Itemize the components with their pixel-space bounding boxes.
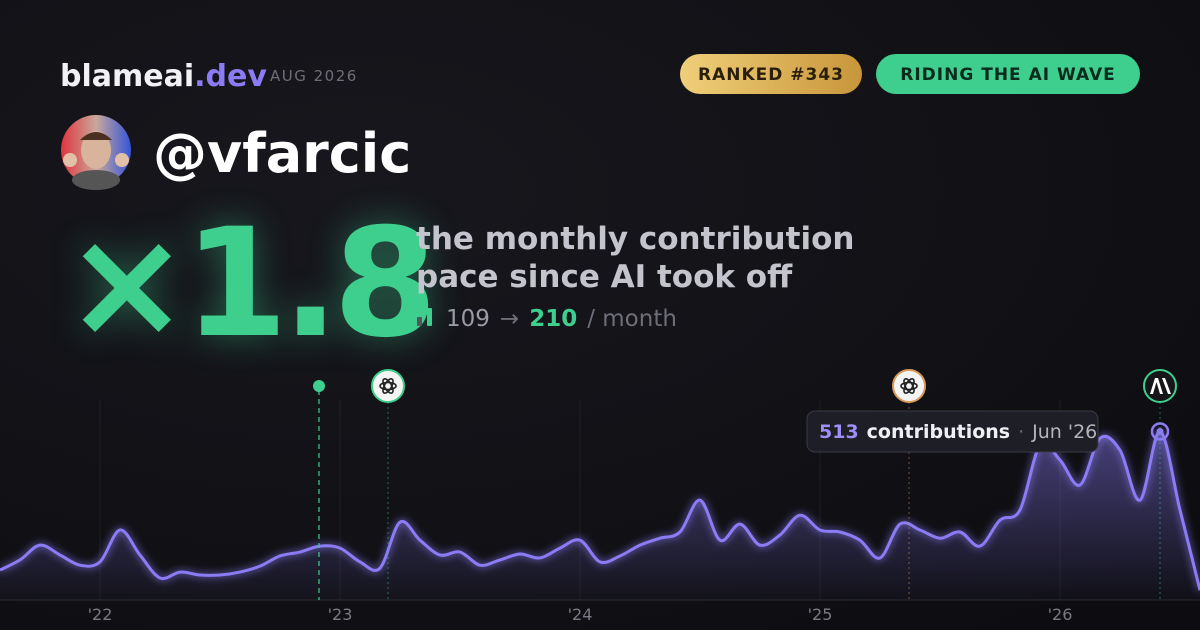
handle: @vfarcic	[153, 122, 411, 185]
x-tick-label: '26	[1048, 605, 1073, 624]
chart: '22 '23 '24 '25 '26	[0, 400, 1200, 624]
tooltip-box	[806, 410, 1099, 453]
pace-arrow: →	[500, 306, 519, 332]
rank-badge-label: RANKED #343	[698, 65, 844, 85]
highlight-point-core	[1156, 427, 1164, 435]
status-badge-label: RIDING THE AI WAVE	[900, 65, 1115, 85]
description-line: the monthly contribution	[416, 221, 854, 257]
x-tick-label: '22	[88, 605, 113, 624]
pace-unit: / month	[587, 306, 677, 332]
pace-before: 109	[446, 306, 490, 332]
x-tick-label: '23	[328, 605, 353, 624]
event-markers	[313, 369, 1177, 600]
tooltip-date: Jun '26	[1031, 421, 1097, 443]
status-badge	[876, 54, 1140, 94]
rank-badge	[680, 54, 862, 94]
pace: 109 → 210 / month	[446, 306, 677, 332]
pace-icon	[417, 308, 432, 326]
tooltip-value: 513	[819, 421, 859, 443]
tooltip-unit: contributions	[867, 421, 1010, 443]
tooltip-text: 513 contributions · Jun '26	[819, 421, 1097, 443]
tooltip: 513 contributions · Jun '26	[806, 410, 1099, 453]
area-line	[0, 429, 1200, 591]
brand-suffix: .dev	[194, 59, 267, 94]
multiplier: ×1.8	[64, 197, 431, 371]
area-fill	[0, 431, 1200, 600]
tooltip-separator: ·	[1018, 421, 1024, 443]
avatar	[61, 115, 131, 190]
period: AUG 2026	[270, 67, 358, 85]
brand-name: blameai	[60, 59, 194, 94]
description-line: pace since AI took off	[416, 259, 793, 295]
pace-after: 210	[529, 306, 577, 332]
x-tick-label: '25	[808, 605, 833, 624]
brand: blameai.dev	[60, 59, 267, 94]
x-tick-label: '24	[568, 605, 593, 624]
